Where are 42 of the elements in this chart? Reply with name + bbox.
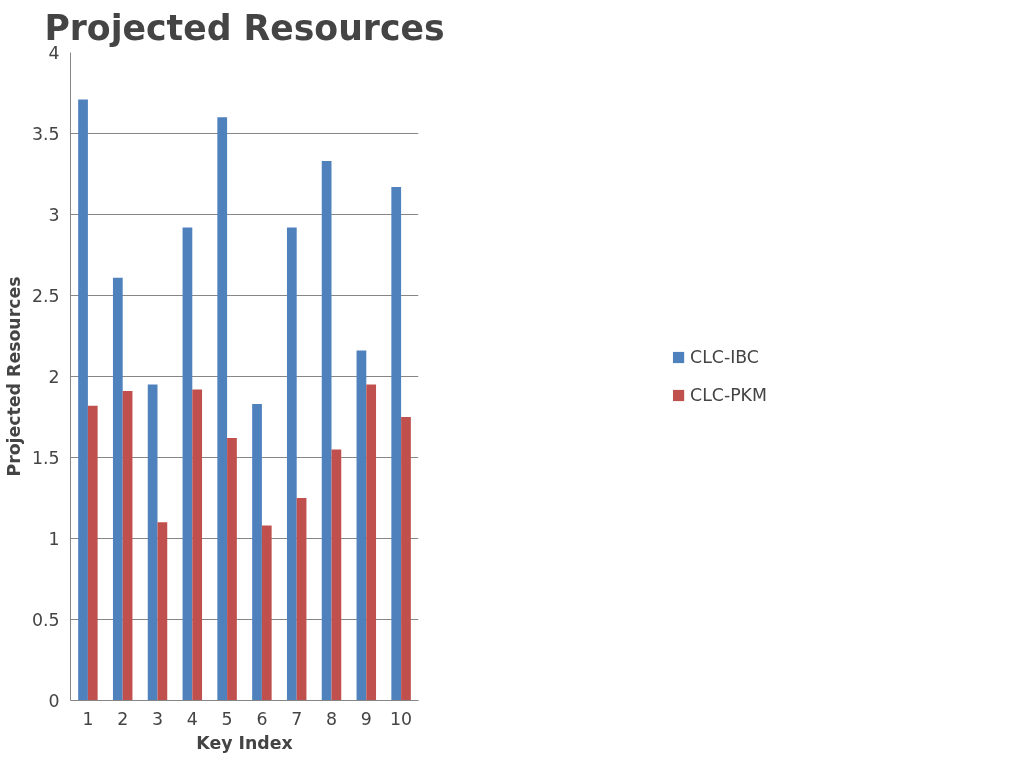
x-axis-title: Key Index [196, 732, 293, 753]
y-tick-label: 0.5 [31, 610, 60, 630]
bar [78, 99, 88, 701]
x-tick-label: 8 [325, 708, 338, 729]
y-tick-label: 3.5 [31, 124, 60, 144]
bar [147, 384, 158, 701]
bar [401, 417, 411, 701]
bar [157, 522, 168, 701]
x-tick-label: 6 [256, 708, 268, 729]
x-tick-label: 10 [390, 708, 413, 729]
bar [331, 449, 342, 701]
bar [112, 277, 123, 701]
x-tick-label: 9 [360, 708, 372, 729]
x-tick-label: 1 [82, 708, 94, 729]
y-tick-label: 0 [48, 691, 60, 711]
bar [356, 350, 367, 701]
x-tick-label: 7 [291, 708, 303, 729]
x-tick-label: 3 [151, 708, 164, 729]
legend-label: CLC-IBC [690, 347, 759, 367]
y-tick-label: 2.5 [31, 286, 60, 306]
bar [366, 384, 377, 701]
y-tick-label: 2 [48, 367, 60, 387]
bar [252, 404, 262, 701]
bar [122, 391, 133, 701]
bar [217, 117, 228, 701]
x-tick-label: 4 [186, 708, 198, 729]
bar [321, 161, 332, 701]
y-tick-label: 1.5 [31, 448, 60, 468]
y-axis-title: Projected Resources [3, 276, 24, 477]
x-tick-label: 5 [221, 708, 233, 729]
bar [296, 498, 307, 701]
legend-label: CLC-PKM [690, 385, 767, 405]
y-tick-label: 1 [48, 529, 60, 549]
bar [227, 438, 237, 701]
bar [192, 389, 203, 701]
bar [391, 186, 402, 701]
bar [261, 525, 272, 701]
x-tick-label: 2 [117, 708, 129, 729]
y-tick-label: 3 [48, 205, 60, 225]
bar [286, 227, 297, 701]
bar [87, 405, 98, 701]
bar [182, 227, 193, 701]
